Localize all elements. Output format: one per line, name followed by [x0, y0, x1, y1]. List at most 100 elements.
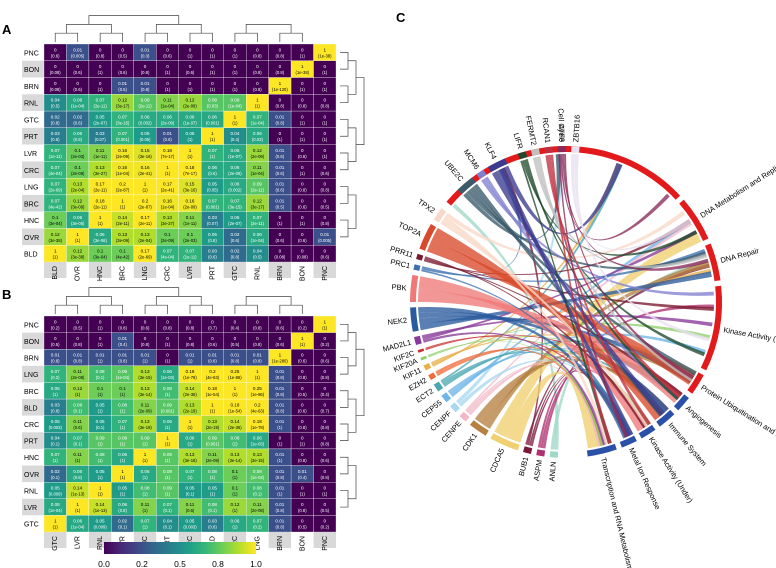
- heatmap-a-cell-value: 0.06: [73, 215, 82, 220]
- gene-label: KLF4: [483, 141, 499, 161]
- heatmap-a-col-label-bg: [246, 262, 269, 278]
- heatmap-b-cell-pvalue: (0.8): [73, 475, 82, 480]
- heatmap-a-cell-value: 0: [211, 47, 214, 52]
- heatmap-b-cell-value: 0.05: [96, 419, 105, 424]
- heatmap-a-cell-pvalue: (0.6): [320, 171, 329, 176]
- heatmap-a-cell-value: 0.11: [186, 215, 195, 220]
- heatmap-b-cell-value: 0: [323, 336, 326, 341]
- heatmap-b-cell-pvalue: (1): [210, 475, 216, 480]
- heatmap-b-cell-pvalue: (1): [232, 475, 238, 480]
- heatmap-b-cell-value: 0.01: [275, 502, 284, 507]
- heatmap-a-cell-pvalue: (2e-09): [116, 154, 130, 159]
- heatmap-a-cell-value: 0.1: [97, 249, 104, 254]
- heatmap-b-cell-pvalue: (1): [187, 475, 193, 480]
- heatmap-b-cell-value: 0.01: [275, 402, 284, 407]
- heatmap-b-cell-value: 0.13: [141, 386, 150, 391]
- heatmap-a-cell-value: 0.05: [186, 131, 195, 136]
- heatmap-b-col-dendrogram: [245, 296, 292, 306]
- heatmap-a-col-label: BLD: [52, 266, 59, 280]
- heatmap-a-col-label: RNL: [254, 266, 261, 280]
- heatmap-b-row-dendrogram: [340, 390, 349, 408]
- colorbar-tick: 0.8: [212, 559, 224, 568]
- heatmap-b-cell-value: 0.05: [118, 485, 127, 490]
- heatmap-b-cell-pvalue: (0.8): [298, 458, 307, 463]
- heatmap-a-cell-value: 0.13: [96, 165, 105, 170]
- heatmap-a-row-label-bg: [22, 228, 44, 246]
- gene-label: ZBTB16: [571, 115, 582, 143]
- heatmap-b-cell-pvalue: (0.5): [73, 325, 82, 330]
- heatmap-a-cell-value: 0.02: [230, 232, 239, 237]
- heatmap-b-row-label-bg: [22, 332, 44, 350]
- heatmap-a-cell-value: 0.07: [118, 131, 127, 136]
- heatmap-a-cell-pvalue: (2e-09): [161, 120, 175, 125]
- heatmap-a-cell-pvalue: (1e-04): [161, 104, 175, 109]
- heatmap-a-cell-value: 0.16: [118, 148, 127, 153]
- heatmap-b-cell-pvalue: (0.4): [118, 342, 127, 347]
- heatmap-b-cell-pvalue: (0.1): [163, 525, 172, 530]
- heatmap-a-cell-pvalue: (2e-11): [116, 221, 130, 226]
- heatmap-b-cell-value: 0: [189, 336, 192, 341]
- heatmap-a-cell-value: 0.07: [118, 114, 127, 119]
- heatmap-b-row-label: OVR: [24, 472, 39, 479]
- heatmap-b-cell-value: 0.05: [96, 519, 105, 524]
- heatmap-a-cell-pvalue: (3e-15): [228, 204, 242, 209]
- heatmap-b-cell-value: 1: [323, 319, 326, 324]
- heatmap-a-col-label-bg: [156, 262, 179, 278]
- heatmap-a-cell-pvalue: (2e-03): [71, 154, 85, 159]
- heatmap-a-cell-value: 0.12: [73, 198, 82, 203]
- heatmap-b-col-label: BON: [299, 536, 306, 551]
- heatmap-a-row-label-bg: [22, 178, 44, 195]
- heatmap-b-cell-pvalue: (0.8): [253, 342, 262, 347]
- heatmap-b-cell-value: 0.1: [232, 469, 239, 474]
- heatmap-b-cell-pvalue: (0.8): [276, 392, 285, 397]
- heatmap-a-cell-pvalue: (0.002): [138, 120, 152, 125]
- heatmap-a-cell-value: 0.16: [141, 165, 150, 170]
- heatmap-a-col-dendrogram: [54, 32, 79, 42]
- heatmap-b-cell-pvalue: (1): [98, 475, 104, 480]
- heatmap-a-cell-value: 0.1: [187, 232, 194, 237]
- heatmap-a-cell-pvalue: (0.07): [207, 221, 219, 226]
- heatmap-a-cell-value: 0.06: [208, 165, 217, 170]
- heatmap-b-cell-pvalue: (1e-86): [251, 392, 265, 397]
- heatmap-b-cell-pvalue: (4e-63): [251, 408, 265, 413]
- heatmap-b-cell-pvalue: (1): [322, 325, 328, 330]
- heatmap-b-cell-value: 0.02: [118, 519, 127, 524]
- heatmap-a-cell-pvalue: (1): [98, 221, 104, 226]
- heatmap-a-cell-pvalue: (1): [232, 120, 238, 125]
- heatmap-a-cell-pvalue: (3e-38): [48, 238, 62, 243]
- heatmap-a-cell-value: 0: [323, 215, 326, 220]
- heatmap-a-cell-value: 0: [189, 81, 192, 86]
- heatmap-b-cell-pvalue: (0.4): [231, 325, 240, 330]
- heatmap-b-cell-pvalue: (2e-09): [138, 408, 152, 413]
- heatmap-b-cell-value: 0.06: [163, 369, 172, 374]
- heatmap-b-cell-pvalue: (1): [120, 475, 126, 480]
- gene-label: FERMT2: [524, 115, 539, 146]
- heatmap-b-cell-value: 0: [301, 519, 304, 524]
- heatmap-b-cell-value: 0.06: [118, 502, 127, 507]
- heatmap-b-cell-pvalue: (0.4): [298, 475, 307, 480]
- heatmap-a-cell-value: 0.01: [141, 81, 150, 86]
- gene-arc: [544, 146, 553, 154]
- heatmap-a-cell-value: 0.15: [186, 182, 195, 187]
- heatmap-b-cell-pvalue: (1): [75, 392, 81, 397]
- heatmap-b-cell-pvalue: (1): [300, 491, 306, 496]
- heatmap-a-cell-pvalue: (1): [53, 255, 59, 260]
- heatmap-b-cell-pvalue: (1): [98, 491, 104, 496]
- heatmap-b-col-dendrogram: [155, 296, 202, 306]
- heatmap-a-col-label-bg: [223, 262, 247, 278]
- heatmap-b-cell-value: 0.01: [73, 353, 82, 358]
- heatmap-b-cell-pvalue: (0.8): [276, 375, 285, 380]
- heatmap-b-cell-pvalue: (1): [165, 475, 171, 480]
- heatmap-b-cell-pvalue: (0.8): [51, 408, 60, 413]
- heatmap-b-cell-value: 0: [323, 419, 326, 424]
- heatmap-a-cell-value: 0.07: [51, 182, 60, 187]
- heatmap-b-row-dendrogram: [340, 323, 349, 342]
- heatmap-a-row-label: RNL: [24, 101, 38, 108]
- gene-arc: [416, 253, 424, 261]
- heatmap-a-cell-pvalue: (2e-69): [48, 188, 62, 193]
- heatmap-a-cell-value: 0.09: [141, 98, 150, 103]
- colorbar-tick: 0.0: [98, 559, 110, 568]
- heatmap-a-cell-value: 0.05: [96, 114, 105, 119]
- heatmap-a-cell-pvalue: (0.08): [50, 87, 62, 92]
- heatmap-b-cell-pvalue: (1): [232, 525, 238, 530]
